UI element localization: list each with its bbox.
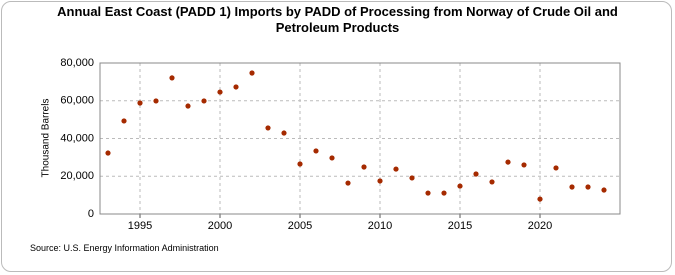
x-tick-label: 2020 bbox=[528, 220, 552, 232]
point bbox=[361, 164, 367, 170]
point bbox=[393, 166, 399, 172]
point bbox=[313, 148, 319, 154]
point bbox=[169, 75, 175, 81]
point bbox=[297, 161, 303, 167]
point bbox=[265, 125, 271, 131]
point bbox=[233, 84, 239, 90]
point bbox=[329, 155, 335, 161]
point bbox=[441, 190, 447, 196]
y-tick-label: 20,000 bbox=[60, 170, 94, 182]
point bbox=[489, 179, 495, 185]
y-tick-label: 0 bbox=[88, 208, 94, 220]
point bbox=[281, 130, 287, 136]
point bbox=[569, 184, 575, 190]
point bbox=[409, 175, 415, 181]
point bbox=[585, 184, 591, 190]
point bbox=[505, 159, 511, 165]
point bbox=[249, 70, 255, 76]
chart-title: Annual East Coast (PADD 1) Imports by PA… bbox=[57, 4, 618, 35]
x-tick-label: 2005 bbox=[288, 220, 312, 232]
x-tick-label: 2000 bbox=[208, 220, 232, 232]
point bbox=[105, 150, 111, 156]
point bbox=[457, 183, 463, 189]
plot-border bbox=[99, 62, 621, 215]
point bbox=[473, 171, 479, 177]
y-tick-label: 60,000 bbox=[60, 95, 94, 107]
frame bbox=[1, 1, 672, 272]
y-axis-label: Thousand Barrels bbox=[41, 99, 52, 178]
source-note: Source: U.S. Energy Information Administ… bbox=[30, 243, 219, 253]
y-tick-label: 80,000 bbox=[60, 57, 94, 69]
x-tick-label: 2015 bbox=[448, 220, 472, 232]
point bbox=[201, 98, 207, 104]
point bbox=[537, 196, 543, 202]
x-tick-label: 1995 bbox=[128, 220, 152, 232]
point bbox=[137, 100, 143, 106]
point bbox=[185, 103, 191, 109]
point bbox=[425, 190, 431, 196]
point bbox=[153, 98, 159, 104]
y-tick-label: 40,000 bbox=[60, 132, 94, 144]
point bbox=[217, 89, 223, 95]
point bbox=[521, 162, 527, 168]
point bbox=[121, 118, 127, 124]
point bbox=[553, 165, 559, 171]
point bbox=[601, 187, 607, 193]
x-tick-label: 2010 bbox=[368, 220, 392, 232]
point bbox=[345, 180, 351, 186]
point bbox=[377, 178, 383, 184]
